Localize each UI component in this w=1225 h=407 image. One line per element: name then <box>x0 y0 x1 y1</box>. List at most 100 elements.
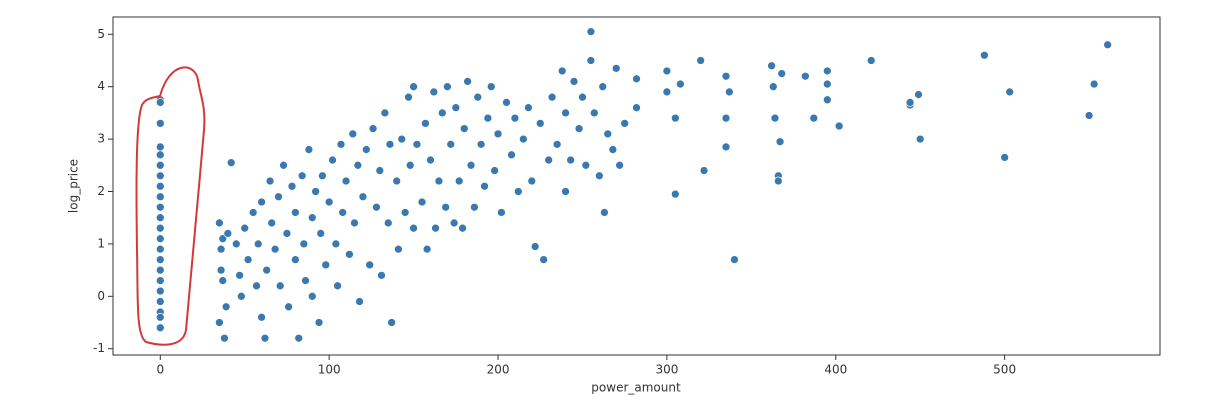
point <box>314 318 324 327</box>
point <box>834 121 844 131</box>
point <box>566 155 575 165</box>
point <box>155 142 165 152</box>
point <box>336 139 346 149</box>
x-tick-label: 100 <box>318 363 341 377</box>
point <box>248 208 258 217</box>
point <box>291 208 300 217</box>
point <box>586 56 596 65</box>
point <box>417 197 427 207</box>
point <box>431 223 440 233</box>
point <box>721 71 731 81</box>
point <box>216 244 226 254</box>
point <box>914 90 923 99</box>
y-tick-label: 0 <box>97 289 105 303</box>
point <box>662 87 672 97</box>
point <box>770 113 780 123</box>
point <box>441 202 451 212</box>
point <box>434 176 444 186</box>
point <box>632 74 641 84</box>
point <box>392 176 402 186</box>
point <box>294 333 304 343</box>
point <box>459 124 469 133</box>
point <box>155 323 165 333</box>
point <box>767 61 776 71</box>
point <box>662 66 672 76</box>
point <box>454 176 464 186</box>
point <box>449 218 459 228</box>
point <box>218 234 228 244</box>
point <box>458 223 467 233</box>
point <box>155 171 165 181</box>
point <box>236 291 246 301</box>
point <box>324 197 334 207</box>
point <box>561 187 570 196</box>
point <box>615 160 624 170</box>
point <box>670 113 680 123</box>
point <box>155 181 165 191</box>
point <box>155 265 165 275</box>
point <box>348 129 358 139</box>
point <box>1089 79 1099 89</box>
point <box>341 176 351 186</box>
point <box>372 202 381 212</box>
point <box>600 208 609 217</box>
point <box>513 187 523 196</box>
point <box>307 213 317 223</box>
point <box>544 155 554 165</box>
point <box>377 270 386 280</box>
point <box>297 171 307 181</box>
point <box>426 155 435 165</box>
point <box>822 95 832 105</box>
point <box>866 56 876 65</box>
point <box>915 134 925 144</box>
point <box>466 160 476 170</box>
point <box>155 234 165 244</box>
point <box>155 119 165 128</box>
point <box>155 202 165 212</box>
y-tick-label: -1 <box>93 341 105 355</box>
point <box>260 333 270 343</box>
point <box>1005 87 1015 97</box>
point <box>822 66 832 76</box>
y-tick-label: 2 <box>97 184 105 198</box>
point <box>387 318 396 327</box>
point <box>355 297 364 306</box>
point <box>493 129 503 139</box>
point <box>218 276 228 285</box>
point <box>510 113 520 123</box>
point <box>279 160 288 170</box>
point <box>502 98 511 107</box>
point <box>375 166 385 175</box>
point <box>275 281 285 291</box>
point <box>243 255 253 264</box>
point <box>777 69 787 78</box>
point <box>253 239 263 249</box>
point <box>267 218 277 228</box>
point <box>404 92 413 102</box>
point <box>321 260 331 270</box>
point <box>380 108 390 118</box>
point <box>412 139 422 149</box>
point <box>574 124 584 133</box>
point <box>552 139 562 149</box>
y-axis-label: log_price <box>67 159 81 213</box>
point <box>155 150 165 160</box>
point <box>338 208 348 217</box>
point <box>155 276 165 285</box>
point <box>304 145 314 154</box>
point <box>307 291 317 301</box>
point <box>774 176 783 186</box>
point <box>365 260 375 270</box>
point <box>507 150 516 160</box>
plot-frame <box>112 16 1161 356</box>
point <box>368 124 378 133</box>
point <box>223 229 233 238</box>
point <box>235 270 245 280</box>
point <box>331 239 341 249</box>
point <box>483 113 493 123</box>
point <box>620 119 630 128</box>
point <box>608 145 618 154</box>
point <box>291 255 300 264</box>
point <box>980 50 989 60</box>
